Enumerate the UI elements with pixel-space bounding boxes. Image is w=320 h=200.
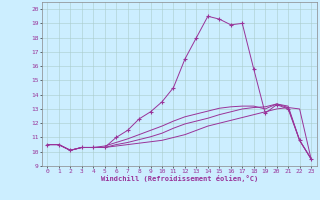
- X-axis label: Windchill (Refroidissement éolien,°C): Windchill (Refroidissement éolien,°C): [100, 175, 258, 182]
